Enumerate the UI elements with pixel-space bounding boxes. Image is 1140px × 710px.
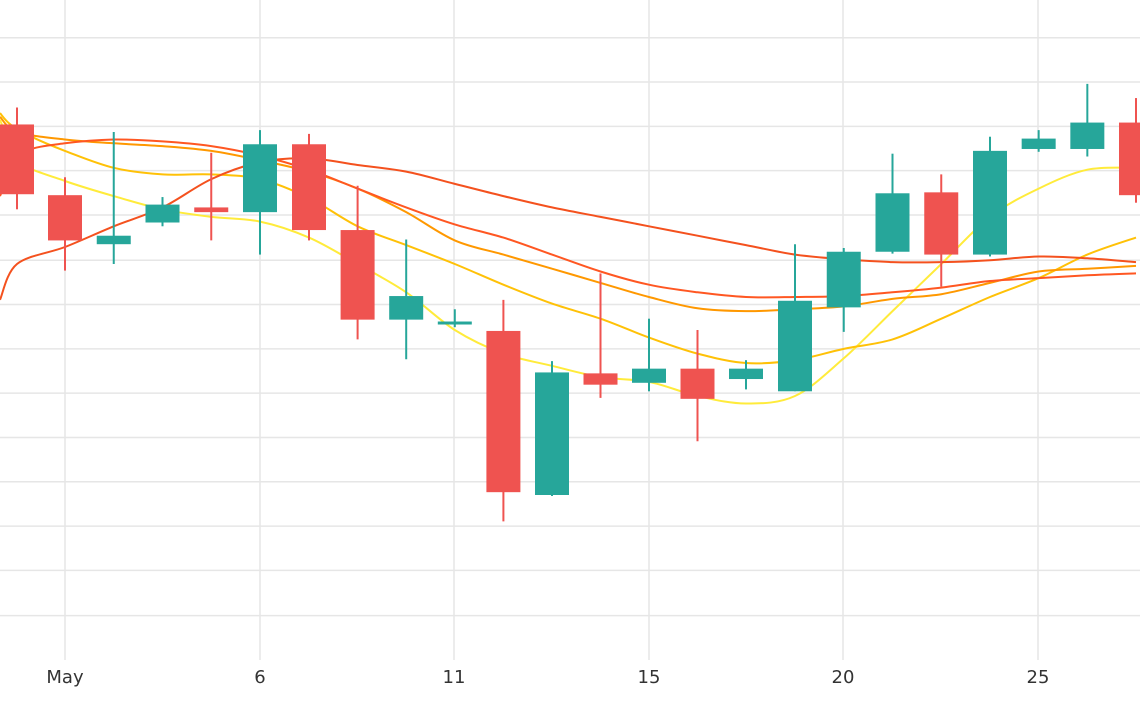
candle-3 <box>145 197 180 227</box>
candle-18 <box>875 153 910 254</box>
candle-9 <box>437 309 472 328</box>
x-tick-label-1: 6 <box>254 667 265 688</box>
candle-11 <box>535 361 569 496</box>
candle-body-20 <box>973 150 1007 255</box>
candle-body-16 <box>778 300 812 392</box>
candle-body-1 <box>48 195 82 241</box>
candle-12 <box>583 273 618 398</box>
candle-23 <box>1119 98 1140 203</box>
candle-15 <box>729 360 763 390</box>
candle-21 <box>1021 130 1056 152</box>
moving-average-line-1 <box>0 112 1137 365</box>
candle-body-7 <box>340 230 375 320</box>
candle-8 <box>389 239 424 360</box>
candle-16 <box>778 244 812 392</box>
candle-5 <box>243 130 277 255</box>
candle-19 <box>924 174 959 287</box>
moving-average-lines <box>0 112 1137 405</box>
candle-body-19 <box>924 192 959 255</box>
candle-body-6 <box>292 144 326 231</box>
candle-body-5 <box>243 144 277 213</box>
candle-2 <box>96 132 131 264</box>
candle-body-23 <box>1119 122 1140 196</box>
candle-body-13 <box>632 368 666 383</box>
moving-average-line-4 <box>0 157 1137 301</box>
candle-body-4 <box>194 207 229 213</box>
x-axis-tick-labels: May 6 11 15 20 25 <box>46 667 1049 688</box>
candle-body-3 <box>145 204 180 223</box>
candle-body-14 <box>680 368 715 399</box>
moving-average-line-3 <box>0 138 1137 299</box>
candle-body-11 <box>535 372 569 495</box>
x-tick-label-3: 15 <box>638 667 661 688</box>
vertical-gridlines <box>64 0 1039 660</box>
moving-average-line-2 <box>0 116 1137 313</box>
candle-body-12 <box>583 373 618 385</box>
x-tick-label-2: 11 <box>443 667 466 688</box>
candle-body-10 <box>486 330 521 493</box>
candle-4 <box>194 152 229 241</box>
x-tick-label-0: May <box>46 667 84 688</box>
candles <box>0 83 1140 522</box>
candle-1 <box>48 177 82 271</box>
candle-10 <box>486 299 521 522</box>
candle-17 <box>826 247 861 332</box>
candle-body-22 <box>1070 122 1105 149</box>
candle-body-18 <box>875 193 910 252</box>
candle-body-15 <box>729 368 763 380</box>
x-tick-label-5: 25 <box>1027 667 1050 688</box>
candle-body-17 <box>826 251 861 308</box>
candle-body-8 <box>389 296 424 320</box>
candle-body-0 <box>0 124 34 195</box>
candle-body-9 <box>437 321 472 325</box>
candle-body-21 <box>1021 138 1056 149</box>
candle-14 <box>680 330 715 442</box>
candle-6 <box>292 133 326 241</box>
candle-0 <box>0 107 34 210</box>
candle-13 <box>632 318 666 392</box>
candle-7 <box>340 185 375 340</box>
candle-body-2 <box>96 235 131 245</box>
candle-22 <box>1070 83 1105 157</box>
horizontal-gridlines <box>0 36 1140 617</box>
candle-20 <box>973 136 1007 257</box>
x-tick-label-4: 20 <box>832 667 855 688</box>
